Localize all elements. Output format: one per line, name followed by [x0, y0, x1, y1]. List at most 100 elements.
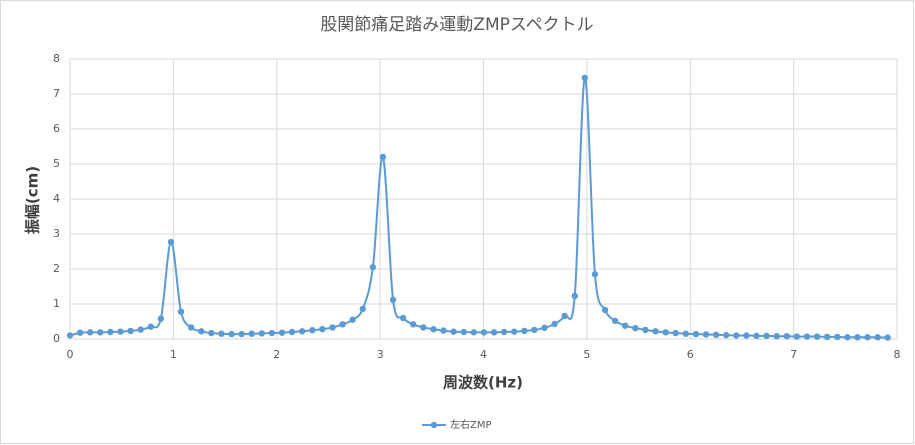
data-point [228, 330, 235, 338]
x-tick-label: 6 [687, 348, 694, 361]
data-point [561, 312, 568, 320]
data-point [571, 292, 578, 300]
x-tick-label: 7 [790, 348, 797, 361]
data-point [450, 328, 457, 335]
x-tick-label: 4 [480, 348, 487, 361]
x-tick-label: 0 [67, 348, 74, 361]
data-point [480, 329, 488, 336]
data-point [733, 332, 740, 339]
data-point [359, 305, 366, 313]
data-point [349, 316, 356, 323]
data-point [157, 315, 165, 322]
data-point [854, 334, 861, 341]
data-point [773, 333, 780, 340]
data-point [662, 329, 669, 336]
data-point [591, 271, 599, 278]
data-point [692, 330, 700, 338]
data-point [531, 326, 538, 334]
data-point [521, 327, 528, 335]
data-point [137, 326, 144, 333]
data-point [490, 329, 498, 336]
y-tick-label: 6 [53, 122, 60, 135]
data-point [147, 323, 154, 330]
data-point [288, 328, 296, 336]
data-point [389, 296, 397, 303]
data-point [440, 327, 447, 334]
data-point [97, 329, 104, 336]
data-point [167, 238, 175, 246]
data-point [329, 324, 336, 331]
data-point [642, 326, 649, 334]
data-point [763, 332, 770, 340]
data-point [248, 330, 255, 337]
data-point [753, 332, 760, 340]
data-point [238, 330, 245, 338]
data-point [793, 333, 801, 340]
data-point [823, 333, 831, 341]
data-point [66, 332, 74, 339]
data-point [541, 324, 548, 331]
data-point [712, 331, 720, 338]
legend-marker [430, 421, 438, 429]
chart-title: 股関節痛足踏み運動ZMPスペクトル [320, 15, 593, 35]
x-tick-label: 3 [377, 348, 384, 361]
data-point [420, 324, 427, 331]
legend-label: 左右ZMP [450, 418, 492, 431]
data-point [702, 331, 710, 338]
data-point [803, 333, 811, 340]
data-point [339, 321, 346, 328]
data-point [460, 328, 467, 336]
data-point [682, 330, 690, 337]
data-point [117, 328, 124, 335]
data-point [551, 320, 558, 328]
y-tick-label: 0 [53, 332, 60, 345]
data-point [632, 324, 639, 332]
data-point [743, 332, 750, 339]
data-point [268, 329, 276, 337]
data-point [874, 334, 881, 341]
data-point [470, 329, 477, 336]
data-point [218, 330, 225, 337]
x-tick-label: 8 [894, 348, 901, 361]
data-point [369, 264, 377, 271]
data-point [844, 334, 851, 341]
data-point [884, 334, 891, 341]
x-tick-label: 5 [583, 348, 590, 361]
data-point [410, 321, 417, 328]
data-point [581, 74, 589, 82]
y-axis-label: 振幅(cm) [24, 166, 42, 234]
data-point [198, 328, 205, 335]
data-point [723, 331, 730, 339]
data-point [399, 314, 407, 322]
data-point [622, 322, 629, 329]
data-point [500, 328, 508, 336]
data-point [208, 329, 215, 337]
data-point [379, 153, 387, 161]
data-point [76, 329, 84, 336]
x-tick-label: 1 [170, 348, 177, 361]
y-tick-label: 3 [53, 227, 60, 240]
x-tick-label: 2 [273, 348, 280, 361]
y-tick-label: 5 [53, 157, 60, 170]
data-point [298, 328, 306, 335]
data-point [834, 333, 841, 341]
y-tick-label: 1 [53, 297, 60, 310]
x-axis-label: 周波数(Hz) [443, 374, 523, 392]
data-point [309, 327, 316, 334]
data-point [864, 334, 871, 341]
y-tick-label: 4 [53, 192, 60, 205]
data-point [601, 306, 609, 314]
y-tick-label: 2 [53, 262, 60, 275]
data-point [177, 308, 185, 315]
data-point [319, 326, 326, 333]
data-point [86, 329, 94, 336]
data-point [258, 330, 265, 337]
data-point [430, 326, 437, 333]
data-point [127, 327, 134, 335]
data-point [652, 328, 659, 335]
data-point [611, 317, 619, 324]
data-point [187, 324, 195, 331]
data-point [672, 329, 679, 337]
